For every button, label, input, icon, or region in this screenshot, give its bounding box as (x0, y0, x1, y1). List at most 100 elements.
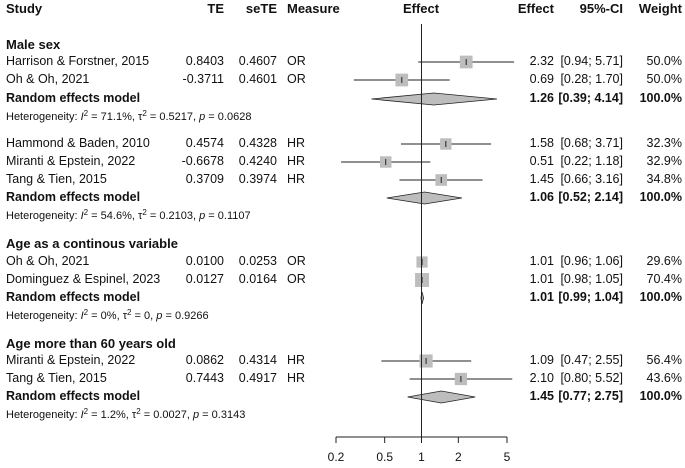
heterogeneity-text: Heterogeneity: I2 = 0%, τ2 = 0, p = 0.92… (6, 309, 209, 322)
x-tick-label: 5 (503, 450, 511, 464)
study-name: Tang & Tien, 2015 (6, 371, 107, 385)
het-i2: 71.1% (100, 111, 132, 123)
het-p: 0.3143 (211, 409, 246, 421)
study-measure: OR (287, 254, 306, 268)
study-te: 0.4574 (185, 136, 224, 150)
het-i2: 1.2% (100, 409, 126, 421)
study-ci: [0.96; 1.06] (560, 254, 623, 268)
header-ci: 95%-CI (579, 1, 623, 16)
header-study: Study (6, 1, 43, 16)
study-te: -0.3711 (182, 72, 224, 86)
study-weight: 29.6% (646, 254, 682, 268)
i2-symbol: I (80, 111, 84, 123)
pooled-effect: 1.01 (529, 290, 554, 304)
pooled-weight: 100.0% (639, 190, 682, 204)
i2-symbol: I (80, 409, 84, 421)
het-eq: = (88, 409, 101, 421)
header-sete: seTE (245, 1, 277, 16)
study-effect: 0.69 (529, 72, 554, 86)
study-measure: HR (287, 136, 306, 150)
study-effect: 2.32 (529, 54, 554, 68)
study-te: 0.7443 (185, 371, 224, 385)
tau-symbol: , τ (131, 111, 143, 123)
group-title: Age as a continous variable (6, 236, 178, 251)
het-eq: = (162, 310, 175, 322)
pooled-label: Random effects model (6, 190, 141, 204)
x-tick-label: 0.5 (376, 450, 394, 464)
study-ci: [0.80; 5.52] (560, 371, 623, 385)
i2-sup: 2 (83, 308, 89, 317)
het-eq: = (205, 111, 218, 123)
tau-sup: 2 (142, 208, 147, 217)
study-ci: [0.22; 1.18] (560, 154, 623, 168)
pooled-effect: 1.06 (529, 190, 554, 204)
het-tau2: 0.0027 (153, 409, 187, 421)
study-effect: 1.45 (529, 172, 554, 186)
x-tick-label: 0.2 (327, 450, 345, 464)
study-effect: 1.09 (529, 353, 554, 367)
het-tau2: 0.2103 (159, 210, 193, 222)
pooled-label: Random effects model (6, 389, 141, 403)
study-te: 0.8403 (185, 54, 224, 68)
pooled-ci: [0.99; 1.04] (558, 290, 623, 304)
het-eq: = (88, 210, 101, 222)
study-ci: [0.66; 3.16] (560, 172, 623, 186)
pooled-ci: [0.52; 2.14] (558, 190, 623, 204)
study-ci: [0.47; 2.55] (560, 353, 623, 367)
study-weight: 56.4% (646, 353, 682, 367)
study-effect: 2.10 (529, 371, 554, 385)
study-measure: HR (287, 172, 306, 186)
heterogeneity-text: Heterogeneity: I2 = 71.1%, τ2 = 0.5217, … (6, 110, 251, 123)
p-symbol: p (199, 210, 206, 222)
pooled-ci: [0.77; 2.75] (558, 389, 623, 403)
study-measure: OR (287, 54, 306, 68)
pooled-label: Random effects model (6, 290, 141, 304)
study-weight: 70.4% (646, 272, 682, 286)
study-measure: HR (287, 353, 306, 367)
pooled-effect: 1.45 (529, 389, 554, 403)
study-weight: 50.0% (646, 54, 682, 68)
het-eq: = (146, 210, 160, 222)
i2-sup: 2 (83, 407, 89, 416)
het-eq: = (88, 111, 101, 123)
study-sete: 0.0253 (238, 254, 277, 268)
study-sete: 0.4601 (238, 72, 277, 86)
study-name: Oh & Oh, 2021 (6, 72, 90, 86)
study-effect: 0.51 (529, 154, 554, 168)
study-ci: [0.68; 3.71] (560, 136, 623, 150)
het-eq: = (146, 111, 160, 123)
study-te: 0.0127 (185, 272, 224, 286)
tau-symbol: , τ (131, 210, 143, 222)
study-measure: OR (287, 272, 306, 286)
study-name: Miranti & Epstein, 2022 (6, 154, 136, 168)
study-effect: 1.01 (529, 272, 554, 286)
het-p: 0.1107 (217, 210, 251, 222)
study-name: Oh & Oh, 2021 (6, 254, 90, 268)
header-te: TE (207, 1, 224, 16)
pooled-weight: 100.0% (639, 389, 682, 403)
study-te: 0.3709 (185, 172, 224, 186)
het-eq: = (140, 409, 154, 421)
header-effect: Effect (517, 1, 554, 16)
study-effect: 1.58 (529, 136, 554, 150)
i2-symbol: I (80, 210, 84, 222)
tau-symbol: , τ (125, 409, 137, 421)
study-effect: 1.01 (529, 254, 554, 268)
study-sete: 0.4314 (238, 353, 277, 367)
study-sete: 0.3974 (238, 172, 277, 186)
het-sep: , (193, 111, 200, 123)
study-ci: [0.94; 5.71] (560, 54, 623, 68)
tau-symbol: , τ (116, 310, 128, 322)
het-sep: , (193, 210, 200, 222)
study-te: 0.0862 (185, 353, 224, 367)
tau-sup: 2 (136, 407, 141, 416)
study-measure: HR (287, 371, 306, 385)
study-name: Hammond & Baden, 2010 (6, 136, 150, 150)
study-sete: 0.4328 (238, 136, 277, 150)
header-effect-plot: Effect (402, 1, 440, 16)
study-weight: 43.6% (646, 371, 682, 385)
x-tick-label: 2 (454, 450, 462, 464)
i2-sup: 2 (83, 208, 89, 217)
